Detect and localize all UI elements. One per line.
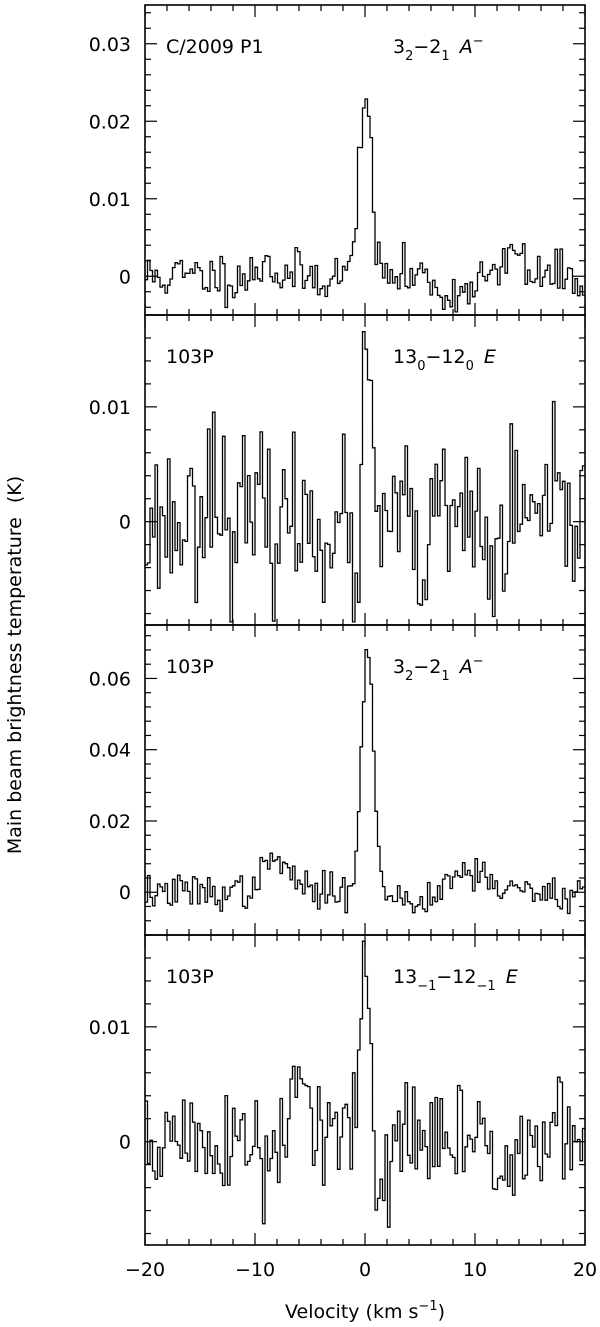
y-tick-label: 0 [119,1132,131,1154]
spectrum-line [145,940,585,1228]
object-label: C/2009 P1 [166,36,264,58]
spectrum-panel: 0 0.02 0.04 0.06 103P 32−21 A− [89,624,586,936]
y-tick-label: 0.03 [89,34,131,56]
x-axis-tick-labels: −20 −10 0 10 20 [125,1259,597,1281]
y-tick-label: 0 [119,882,131,904]
transition-label: 13−1−12−1 E [393,966,518,994]
x-axis-label: Velocity (km s−1) [285,1299,445,1323]
y-tick-label: 0.02 [89,111,131,133]
x-tick-label: 20 [573,1259,597,1281]
y-tick-label: 0 [119,512,131,534]
y-axis-label: Main beam brightness temperature(K) [4,476,26,854]
x-tick-label: −10 [235,1259,275,1281]
y-tick-label: 0.01 [89,1017,131,1039]
transition-label: 32−21 A− [393,34,484,64]
panels: 0 0.01 0.02 0.03 C/2009 P1 32−21 A− 0 0.01 103P 1… [89,4,586,1246]
object-label: 103P [166,966,214,988]
x-tick-label: 0 [359,1259,371,1281]
spectrum-panel: 0 0.01 0.02 0.03 C/2009 P1 32−21 A− [89,4,586,316]
transition-label: 32−21 A− [393,654,484,684]
transition-label: 130−120 E [393,346,496,374]
spectrum-panel: 0 0.01 103P 130−120 E [89,314,586,626]
spectrum-line [145,330,585,623]
spectrum-line [145,648,585,915]
x-tick-label: −20 [125,1259,165,1281]
y-tick-label: 0.01 [89,189,131,211]
object-label: 103P [166,656,214,678]
y-tick-label: 0 [119,266,131,288]
object-label: 103P [166,346,214,368]
spectrum-panel: 0 0.01 103P 13−1−12−1 E [89,934,586,1246]
y-tick-label: 0.04 [89,740,131,762]
spectrum-line [145,98,585,313]
x-tick-label: 10 [463,1259,487,1281]
y-tick-label: 0.02 [89,811,131,833]
y-tick-label: 0.06 [89,668,131,690]
y-tick-label: 0.01 [89,397,131,419]
